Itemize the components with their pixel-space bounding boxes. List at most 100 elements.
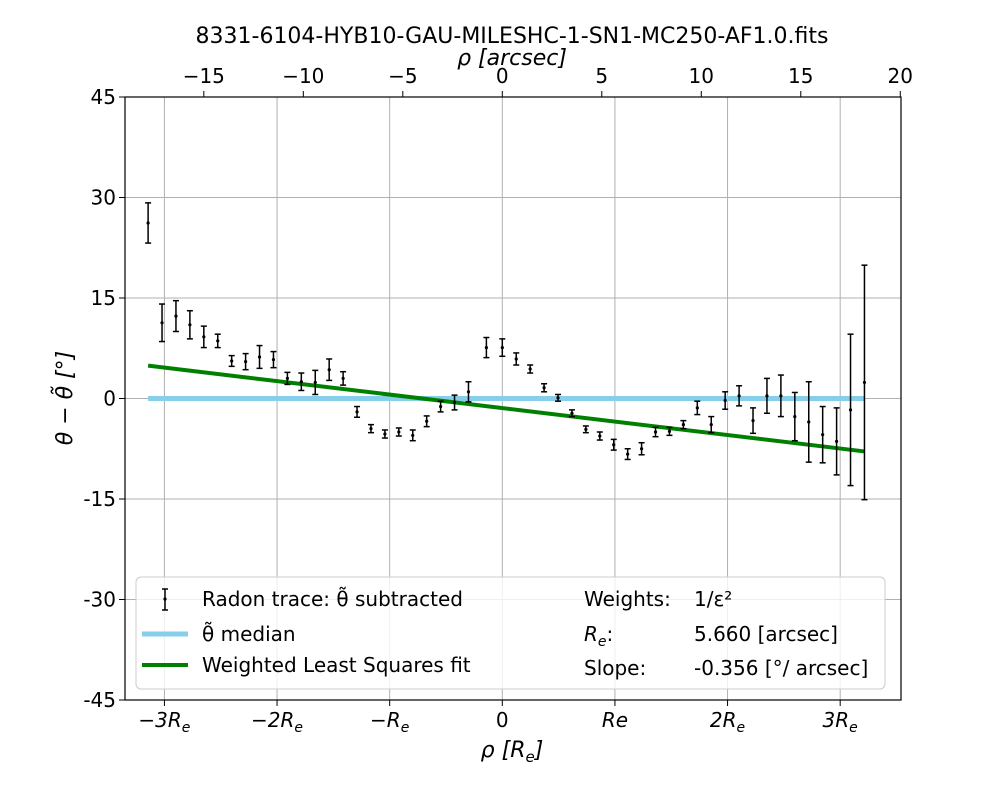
- data-point: [666, 426, 673, 437]
- point-marker: [216, 339, 220, 343]
- point-marker: [500, 345, 504, 350]
- data-point: [186, 309, 193, 340]
- point-marker: [285, 376, 289, 380]
- y-tick-label: 45: [91, 85, 116, 109]
- legend-info-weights-value: 1/ε²: [694, 587, 732, 611]
- x-axis-label: ρ [Re]: [481, 738, 544, 766]
- data-point: [610, 438, 617, 451]
- data-point: [568, 409, 575, 418]
- data-point: [200, 325, 207, 349]
- point-marker: [598, 434, 602, 438]
- top-tick-label: 10: [689, 64, 714, 88]
- point-marker: [751, 419, 755, 423]
- legend-entry-radon: Radon trace: θ̃ subtracted: [202, 586, 463, 611]
- legend: Radon trace: θ̃ subtracted θ̃ median Wei…: [135, 576, 886, 690]
- legend-marker-errorbar: [162, 588, 168, 611]
- data-point: [381, 429, 388, 439]
- y-axis: 45 30 15 0 -15 -30 -45: [83, 85, 125, 712]
- point-marker: [466, 390, 471, 394]
- data-point: [736, 385, 743, 407]
- point-marker: [848, 408, 853, 412]
- data-point: [214, 333, 221, 349]
- top-tick-label: −15: [183, 64, 225, 88]
- point-marker: [709, 423, 713, 427]
- data-point: [172, 299, 179, 333]
- point-marker: [174, 314, 178, 318]
- top-tick-label: 20: [888, 64, 913, 88]
- point-marker: [765, 394, 769, 398]
- top-tick-label: 5: [595, 64, 608, 88]
- point-marker: [257, 355, 262, 359]
- data-point: [483, 336, 490, 359]
- data-point: [409, 429, 416, 442]
- point-marker: [570, 411, 574, 415]
- data-point: [367, 423, 374, 434]
- data-point: [513, 352, 520, 366]
- data-point: [638, 441, 645, 456]
- point-marker: [425, 419, 429, 423]
- data-point: [596, 431, 603, 441]
- point-marker: [313, 380, 317, 385]
- point-marker: [355, 410, 359, 414]
- data-point: [805, 381, 812, 463]
- x-tick-label: −3Re: [138, 708, 190, 736]
- legend-info-re-key: Re:: [584, 622, 613, 650]
- data-point: [652, 426, 659, 438]
- data-point: [465, 381, 472, 403]
- y-axis-label: θ − θ̃ [°]: [50, 351, 78, 446]
- point-marker: [411, 433, 415, 437]
- point-marker: [612, 443, 616, 447]
- x-tick-label: Re: [602, 708, 628, 732]
- chart-title: 8331-6104-HYB10-GAU-MILESHC-1-SN1-MC250-…: [196, 24, 829, 49]
- data-point: [270, 350, 277, 369]
- data-point: [722, 391, 729, 410]
- point-marker: [160, 321, 164, 325]
- x-tick-label: −2Re: [251, 708, 303, 736]
- point-marker: [556, 396, 560, 400]
- data-point: [680, 419, 687, 430]
- point-marker: [484, 345, 488, 350]
- data-point: [582, 425, 589, 434]
- data-point: [284, 371, 291, 386]
- legend-info-slope-value: -0.356 [°/ arcsec]: [694, 656, 868, 680]
- legend-info-weights-key: Weights:: [584, 587, 671, 611]
- y-tick-label: 0: [103, 387, 116, 411]
- data-point: [847, 333, 854, 487]
- data-point: [256, 344, 263, 370]
- data-point: [423, 415, 430, 428]
- point-marker: [667, 429, 672, 433]
- point-marker: [383, 432, 387, 436]
- point-marker: [452, 400, 457, 405]
- point-marker: [807, 420, 811, 424]
- point-marker: [695, 406, 699, 410]
- point-marker: [439, 404, 443, 409]
- top-tick-label: −10: [282, 64, 324, 88]
- legend-box: [135, 576, 886, 690]
- y-tick-label: -15: [83, 487, 116, 511]
- data-point: [499, 338, 506, 358]
- point-marker: [584, 427, 588, 431]
- data-point: [861, 264, 868, 501]
- point-marker: [397, 430, 401, 434]
- legend-entry-fit: Weighted Least Squares fit: [202, 653, 471, 677]
- data-point: [298, 372, 305, 392]
- data-point: [763, 377, 770, 414]
- legend-info-slope-key: Slope:: [584, 656, 646, 680]
- data-point: [145, 202, 152, 244]
- point-marker: [793, 414, 797, 419]
- data-point: [624, 448, 631, 461]
- point-marker: [862, 380, 867, 385]
- fit-line: [147, 363, 865, 454]
- data-point: [555, 393, 562, 402]
- point-marker: [626, 452, 630, 456]
- top-axis-label: ρ [arcsec]: [457, 46, 567, 71]
- top-tick-label: 0: [496, 64, 509, 88]
- point-marker: [341, 376, 345, 380]
- data-point: [527, 364, 534, 374]
- data-point: [437, 400, 444, 413]
- data-point: [228, 354, 235, 368]
- point-marker: [779, 394, 783, 398]
- data-point: [708, 415, 715, 434]
- legend-entry-median: θ̃ median: [202, 621, 296, 646]
- y-tick-label: -30: [83, 588, 116, 612]
